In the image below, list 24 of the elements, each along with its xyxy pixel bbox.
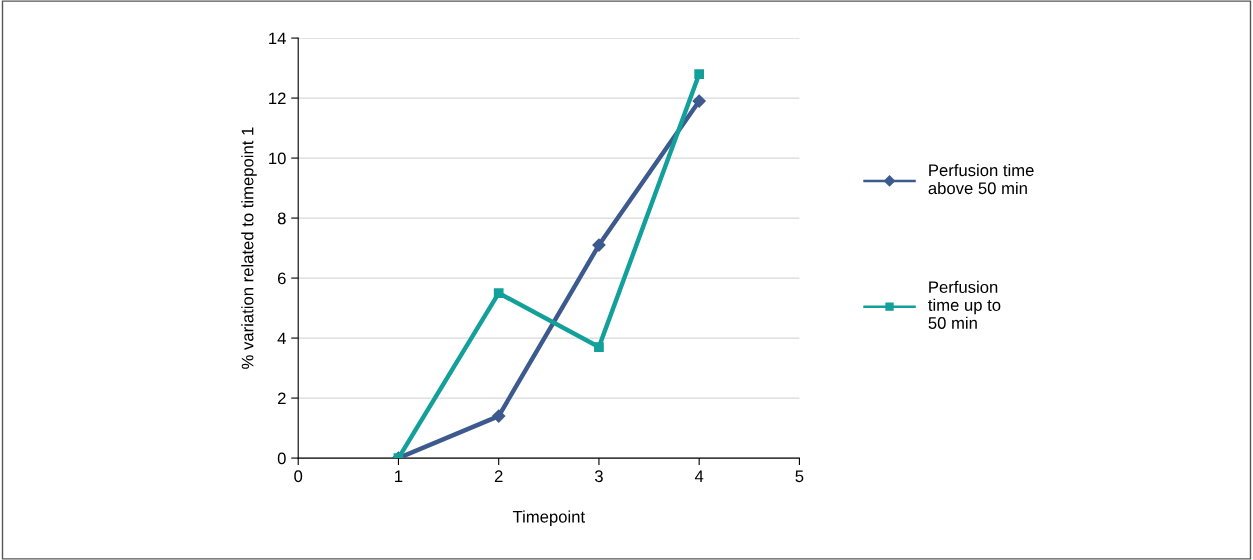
- point: [592, 238, 606, 252]
- x-tick-label: 5: [795, 470, 804, 483]
- point: [694, 69, 705, 79]
- x-tick-label: 3: [594, 470, 603, 483]
- y-tick-label: 0: [277, 452, 286, 465]
- point: [692, 94, 706, 108]
- y-tick-label: 12: [269, 92, 286, 105]
- x-axis-title: Timepoint: [512, 510, 585, 526]
- point: [594, 342, 604, 352]
- y-tick-label: 2: [277, 392, 286, 405]
- point: [492, 409, 506, 423]
- x-tick-label: 4: [694, 470, 704, 482]
- y-tick-label: 8: [277, 212, 286, 225]
- y-tick-label: 4: [277, 332, 286, 345]
- legend-label: Perfusion time up to 50 min: [928, 280, 1001, 329]
- x-tick-label: 1: [395, 470, 403, 482]
- point: [493, 288, 504, 298]
- x-tick-label: 0: [294, 470, 303, 483]
- legend-label: Perfusion time above 50 min: [928, 163, 1034, 195]
- y-tick-label: 10: [269, 152, 286, 165]
- y-tick-label: 6: [277, 272, 286, 285]
- y-axis-title: % variation related to timepoint 1: [241, 127, 257, 369]
- y-tick-label: 14: [269, 32, 286, 45]
- x-tick-label: 2: [494, 470, 503, 482]
